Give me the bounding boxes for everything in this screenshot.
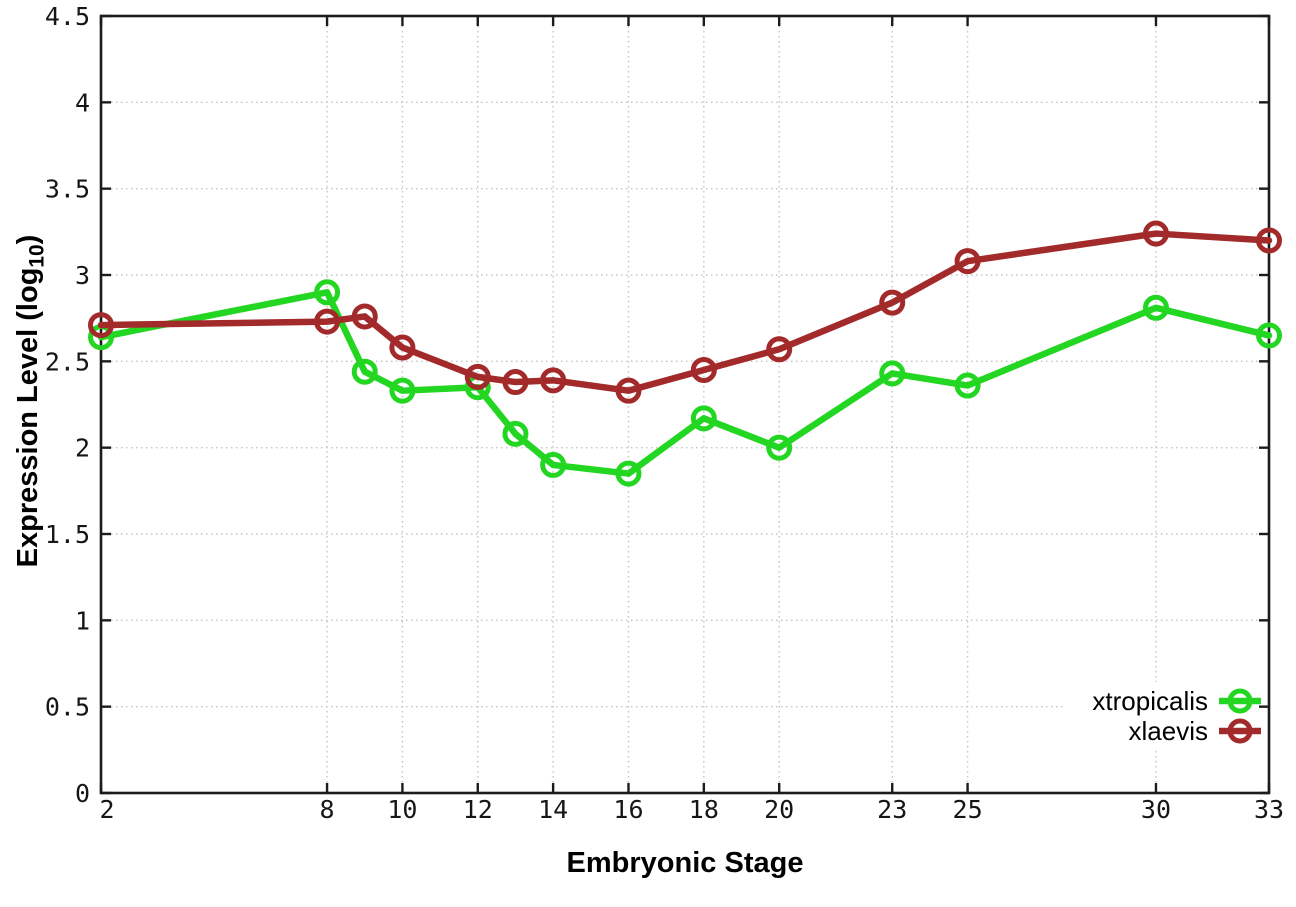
svg-text:20: 20 bbox=[764, 795, 794, 824]
series-xtropicalis-point bbox=[954, 372, 981, 399]
svg-text:2: 2 bbox=[75, 434, 90, 463]
svg-text:4: 4 bbox=[75, 88, 90, 117]
svg-text:3: 3 bbox=[75, 261, 90, 290]
y-axis-title-subscript: 10 bbox=[25, 244, 49, 268]
series-xtropicalis-point bbox=[502, 420, 529, 447]
x-tick-labels: 2 8 10 12 14 16 18 20 23 25 30 33 bbox=[99, 795, 1284, 824]
series-xlaevis-point bbox=[954, 248, 981, 275]
series-xtropicalis-point bbox=[540, 451, 567, 478]
series-xlaevis-point bbox=[1142, 220, 1169, 247]
y-axis-title-close: ) bbox=[12, 234, 44, 245]
series-xlaevis-point bbox=[615, 377, 642, 404]
gridlines bbox=[101, 16, 1269, 793]
legend-label-xtropicalis: xtropicalis bbox=[1092, 686, 1208, 716]
svg-text:12: 12 bbox=[463, 795, 493, 824]
svg-text:2: 2 bbox=[99, 795, 114, 824]
legend-label-xlaevis: xlaevis bbox=[1129, 716, 1208, 746]
series-xlaevis-point bbox=[879, 289, 906, 316]
svg-text:16: 16 bbox=[613, 795, 643, 824]
series-xlaevis-line bbox=[97, 230, 1273, 394]
series-xlaevis-point bbox=[766, 336, 793, 363]
svg-text:0.5: 0.5 bbox=[45, 693, 90, 722]
svg-text:10: 10 bbox=[387, 795, 417, 824]
series-xlaevis-point bbox=[690, 356, 717, 383]
series-xtropicalis-point bbox=[314, 279, 341, 306]
series-xtropicalis-point bbox=[1142, 294, 1169, 321]
series-xlaevis bbox=[88, 220, 1282, 404]
series-xtropicalis-point bbox=[766, 434, 793, 461]
x-axis-title: Embryonic Stage bbox=[566, 847, 804, 879]
y-axis-title-text: Expression Level (log bbox=[12, 267, 44, 568]
svg-text:14: 14 bbox=[538, 795, 568, 824]
series-xlaevis-point bbox=[540, 367, 567, 394]
series-xlaevis-point bbox=[314, 308, 341, 335]
svg-text:1: 1 bbox=[75, 606, 90, 635]
series-xlaevis-point bbox=[389, 334, 416, 361]
svg-text:8: 8 bbox=[320, 795, 335, 824]
svg-text:0: 0 bbox=[75, 779, 90, 808]
series-xlaevis-point bbox=[502, 369, 529, 396]
y-tick-labels: 0 0.5 1 1.5 2 2.5 3 3.5 4 4.5 bbox=[45, 2, 90, 808]
series-xlaevis-point bbox=[351, 303, 378, 330]
series-xlaevis-point bbox=[464, 363, 491, 390]
series-xtropicalis-point bbox=[1256, 322, 1282, 349]
svg-text:25: 25 bbox=[953, 795, 983, 824]
plot-border bbox=[99, 14, 1271, 795]
legend-sample-marker-xlaevis bbox=[1227, 718, 1253, 744]
svg-text:4.5: 4.5 bbox=[45, 2, 90, 31]
svg-text:18: 18 bbox=[689, 795, 719, 824]
svg-text:1.5: 1.5 bbox=[45, 520, 90, 549]
series-xtropicalis-point bbox=[879, 360, 906, 387]
series-xtropicalis-point bbox=[389, 377, 416, 404]
series-xlaevis-point bbox=[88, 312, 114, 339]
y-axis-title: Expression Level (log10) bbox=[12, 161, 48, 641]
series-xtropicalis-point bbox=[615, 460, 642, 487]
series-xtropicalis-point bbox=[351, 358, 378, 385]
svg-text:33: 33 bbox=[1254, 795, 1284, 824]
svg-text:23: 23 bbox=[877, 795, 907, 824]
svg-text:30: 30 bbox=[1141, 795, 1171, 824]
series-xtropicalis bbox=[88, 279, 1282, 487]
svg-text:3.5: 3.5 bbox=[45, 175, 90, 204]
series-xlaevis-point bbox=[1256, 227, 1282, 254]
legend-sample-marker-xtropicalis bbox=[1227, 688, 1253, 714]
svg-text:2.5: 2.5 bbox=[45, 347, 90, 376]
tick-marks bbox=[99, 14, 1271, 795]
series-xtropicalis-point bbox=[690, 405, 717, 432]
